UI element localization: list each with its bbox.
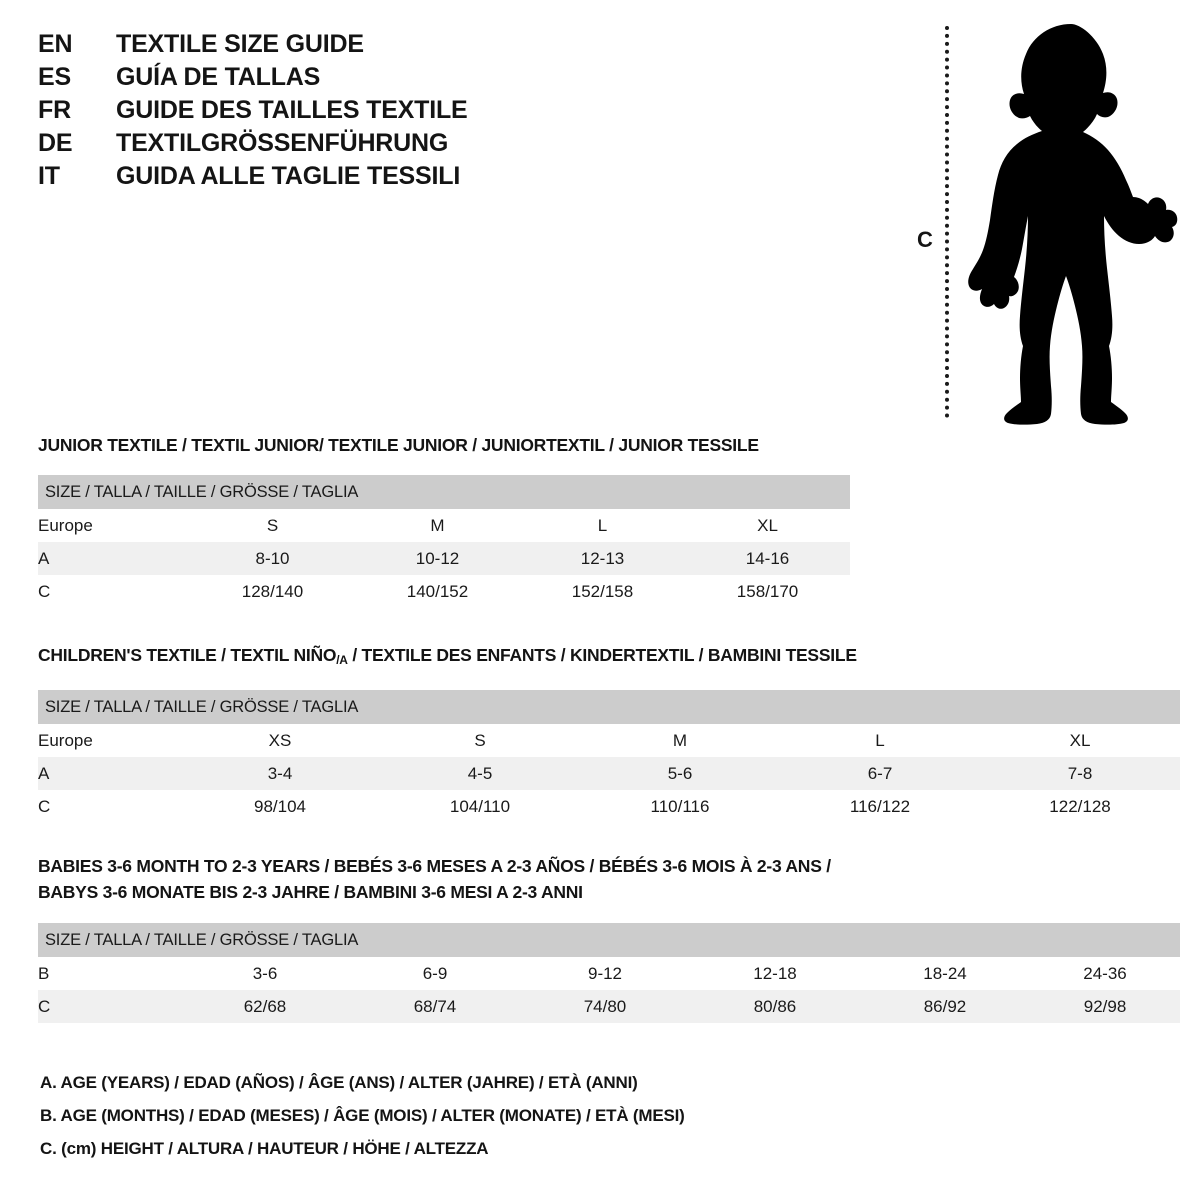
table-cell: 86/92 <box>860 990 1030 1023</box>
table-cell: 104/110 <box>380 790 580 823</box>
column-header-cell: XL <box>980 724 1181 757</box>
band-label-children: SIZE / TALLA / TAILLE / GRÖSSE / TAGLIA <box>38 690 1181 724</box>
table-cell: 92/98 <box>1030 990 1181 1023</box>
table-cell: 128/140 <box>190 575 355 608</box>
row-label: B <box>38 957 180 990</box>
table-row: B 3-6 6-9 9-12 12-18 18-24 24-36 <box>38 957 1181 990</box>
table-band-row: SIZE / TALLA / TAILLE / GRÖSSE / TAGLIA <box>38 923 1181 957</box>
table-band-row: SIZE / TALLA / TAILLE / GRÖSSE / TAGLIA <box>38 475 851 509</box>
table-row: C 128/140 140/152 152/158 158/170 <box>38 575 851 608</box>
section-junior-textile: JUNIOR TEXTILE / TEXTIL JUNIOR/ TEXTILE … <box>38 432 851 608</box>
table-cell: 12-18 <box>690 957 860 990</box>
column-header-cell: M <box>580 724 780 757</box>
table-cell: 14-16 <box>685 542 851 575</box>
title-row: EN TEXTILE SIZE GUIDE <box>38 30 558 63</box>
col-header-label: Europe <box>38 724 180 757</box>
title-row: IT GUIDA ALLE TAGLIE TESSILI <box>38 162 558 195</box>
table-band-row: SIZE / TALLA / TAILLE / GRÖSSE / TAGLIA <box>38 690 1181 724</box>
section-childrens-textile: CHILDREN'S TEXTILE / TEXTIL NIÑO/A / TEX… <box>38 642 1181 823</box>
title-text: TEXTILGRÖSSENFÜHRUNG <box>116 129 449 157</box>
col-header-label: Europe <box>38 509 190 542</box>
table-cell: 80/86 <box>690 990 860 1023</box>
height-marker-label: C <box>917 227 933 252</box>
row-label: A <box>38 757 180 790</box>
title-lang-code: FR <box>38 96 71 124</box>
title-text: GUIDA ALLE TAGLIE TESSILI <box>116 162 461 190</box>
band-label-junior: SIZE / TALLA / TAILLE / GRÖSSE / TAGLIA <box>38 475 851 509</box>
table-row: A 8-10 10-12 12-13 14-16 <box>38 542 851 575</box>
table-cell: 6-9 <box>350 957 520 990</box>
table-row: Europe S M L XL <box>38 509 851 542</box>
height-measurement-figure: C <box>895 12 1180 427</box>
row-label: C <box>38 990 180 1023</box>
column-header-cell: S <box>190 509 355 542</box>
legend-line-a: A. AGE (YEARS) / EDAD (AÑOS) / ÂGE (ANS)… <box>40 1073 638 1092</box>
table-row: Europe XS S M L XL <box>38 724 1181 757</box>
column-header-cell: L <box>520 509 685 542</box>
babies-size-table: SIZE / TALLA / TAILLE / GRÖSSE / TAGLIA … <box>38 923 1181 1023</box>
section-heading-junior: JUNIOR TEXTILE / TEXTIL JUNIOR/ TEXTILE … <box>38 435 759 455</box>
table-cell: 6-7 <box>780 757 980 790</box>
column-header-cell: XS <box>180 724 380 757</box>
section-heading-babies-line1: BABIES 3-6 MONTH TO 2-3 YEARS / BEBÉS 3-… <box>38 856 831 876</box>
column-header-cell: XL <box>685 509 851 542</box>
row-label: C <box>38 575 190 608</box>
table-cell: 3-4 <box>180 757 380 790</box>
section-heading-children: CHILDREN'S TEXTILE / TEXTIL NIÑO/A / TEX… <box>38 642 1180 673</box>
height-axis-dotted-line <box>945 26 949 418</box>
title-row: ES GUÍA DE TALLAS <box>38 63 558 96</box>
title-text: GUÍA DE TALLAS <box>116 63 321 91</box>
title-lang-code: DE <box>38 129 73 157</box>
row-label: C <box>38 790 180 823</box>
children-size-table: SIZE / TALLA / TAILLE / GRÖSSE / TAGLIA … <box>38 690 1181 823</box>
table-row: C 62/68 68/74 74/80 80/86 86/92 92/98 <box>38 990 1181 1023</box>
title-text: TEXTILE SIZE GUIDE <box>116 30 364 58</box>
table-cell: 3-6 <box>180 957 350 990</box>
section-babies-textile: BABIES 3-6 MONTH TO 2-3 YEARS / BEBÉS 3-… <box>38 853 1181 1023</box>
heading-part-pre: CHILDREN'S TEXTILE / TEXTIL NIÑO <box>38 645 337 665</box>
column-header-cell: S <box>380 724 580 757</box>
table-cell: 5-6 <box>580 757 780 790</box>
table-cell: 152/158 <box>520 575 685 608</box>
table-cell: 140/152 <box>355 575 520 608</box>
row-label: A <box>38 542 190 575</box>
table-cell: 7-8 <box>980 757 1181 790</box>
heading-part-subscript: /A <box>336 653 348 667</box>
title-row: FR GUIDE DES TAILLES TEXTILE <box>38 96 558 129</box>
table-row: C 98/104 104/110 110/116 116/122 122/128 <box>38 790 1181 823</box>
legend-line-b: B. AGE (MONTHS) / EDAD (MESES) / ÂGE (MO… <box>40 1106 685 1125</box>
table-cell: 12-13 <box>520 542 685 575</box>
heading-part-post: / TEXTILE DES ENFANTS / KINDERTEXTIL / B… <box>347 645 857 665</box>
table-cell: 10-12 <box>355 542 520 575</box>
table-cell: 18-24 <box>860 957 1030 990</box>
legend-line-c: C. (cm) HEIGHT / ALTURA / HAUTEUR / HÖHE… <box>40 1139 489 1158</box>
table-cell: 8-10 <box>190 542 355 575</box>
table-cell: 158/170 <box>685 575 851 608</box>
table-cell: 62/68 <box>180 990 350 1023</box>
table-cell: 122/128 <box>980 790 1181 823</box>
table-cell: 98/104 <box>180 790 380 823</box>
table-cell: 9-12 <box>520 957 690 990</box>
size-guide-title-block: EN TEXTILE SIZE GUIDE ES GUÍA DE TALLAS … <box>38 30 558 195</box>
title-lang-code: IT <box>38 162 60 190</box>
title-text: GUIDE DES TAILLES TEXTILE <box>116 96 468 124</box>
junior-size-table: SIZE / TALLA / TAILLE / GRÖSSE / TAGLIA … <box>38 475 851 608</box>
section-heading-babies-line2: BABYS 3-6 MONATE BIS 2-3 JAHRE / BAMBINI… <box>38 882 583 902</box>
table-cell: 4-5 <box>380 757 580 790</box>
table-cell: 24-36 <box>1030 957 1181 990</box>
table-cell: 68/74 <box>350 990 520 1023</box>
title-lang-code: EN <box>38 30 73 58</box>
toddler-silhouette-icon <box>968 24 1178 425</box>
column-header-cell: M <box>355 509 520 542</box>
table-cell: 110/116 <box>580 790 780 823</box>
table-cell: 74/80 <box>520 990 690 1023</box>
table-row: A 3-4 4-5 5-6 6-7 7-8 <box>38 757 1181 790</box>
title-lang-code: ES <box>38 63 71 91</box>
title-row: DE TEXTILGRÖSSENFÜHRUNG <box>38 129 558 162</box>
measurement-legend: A. AGE (YEARS) / EDAD (AÑOS) / ÂGE (ANS)… <box>40 1066 940 1165</box>
band-label-babies: SIZE / TALLA / TAILLE / GRÖSSE / TAGLIA <box>38 923 1181 957</box>
column-header-cell: L <box>780 724 980 757</box>
table-cell: 116/122 <box>780 790 980 823</box>
